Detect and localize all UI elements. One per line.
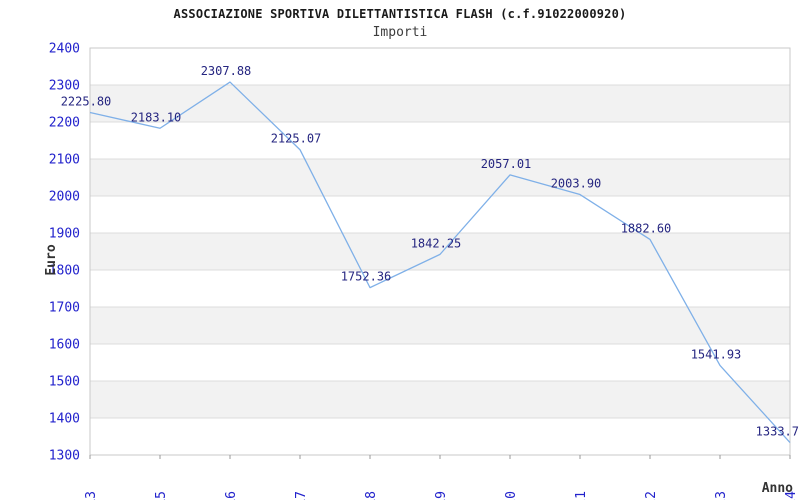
plot-band	[90, 418, 790, 455]
data-point-label: 1541.93	[691, 347, 742, 361]
y-axis-tick-label: 2400	[49, 42, 80, 57]
plot-band	[90, 122, 790, 159]
chart-subtitle: Importi	[372, 25, 428, 40]
y-axis-tick-label: 2300	[49, 79, 80, 94]
plot-band	[90, 85, 790, 122]
y-axis-tick-label: 2100	[49, 153, 80, 168]
plot-band	[90, 307, 790, 344]
x-axis-tick-label: 2016	[224, 491, 239, 500]
data-line	[89, 81, 791, 443]
data-point-label: 2057.01	[481, 157, 532, 171]
data-point-label: 2307.88	[201, 64, 252, 78]
data-point-label: 2125.07	[271, 132, 322, 146]
plot-band	[90, 159, 790, 196]
x-axis-title: Anno	[762, 481, 793, 496]
x-axis-tick-label: 2015	[154, 491, 169, 500]
y-axis-title: Euro	[44, 244, 59, 275]
plot-band	[90, 196, 790, 233]
x-axis-tick-label: 2017	[294, 491, 309, 500]
x-axis-tick-label: 2021	[574, 491, 589, 500]
y-axis-tick-label: 2200	[49, 116, 80, 131]
chart-title: ASSOCIAZIONE SPORTIVA DILETTANTISTICA FL…	[173, 7, 627, 21]
y-axis-tick-label: 1400	[49, 412, 80, 427]
y-axis-tick-label: 1800	[49, 264, 80, 279]
data-point-label: 2183.10	[131, 110, 182, 124]
plot-band	[90, 381, 790, 418]
y-axis-tick-label: 1500	[49, 375, 80, 390]
x-axis-tick-label: 2013	[84, 491, 99, 500]
plot-band	[90, 233, 790, 270]
data-point-label: 2225.80	[61, 94, 112, 108]
x-axis-tick-label: 2019	[434, 491, 449, 500]
plot-band	[90, 48, 790, 85]
plot-band	[90, 270, 790, 307]
y-axis-tick-label: 1600	[49, 338, 80, 353]
y-axis-tick-label: 1300	[49, 449, 80, 464]
x-axis-tick-label: 2023	[714, 491, 729, 500]
data-point-label: 1842.25	[411, 236, 462, 250]
data-point-label: 1333.7	[756, 425, 799, 439]
plot-band	[90, 344, 790, 381]
data-point-label: 1882.60	[621, 221, 672, 235]
y-axis-tick-label: 1900	[49, 227, 80, 242]
y-axis-tick-label: 1700	[49, 301, 80, 316]
y-axis-tick-label: 2000	[49, 190, 80, 205]
x-axis-tick-label: 2020	[504, 491, 519, 500]
data-point-label: 2003.90	[551, 177, 602, 191]
x-axis-tick-label: 2018	[364, 491, 379, 500]
x-axis-tick-label: 2022	[644, 491, 659, 500]
data-point-label: 1752.36	[341, 270, 392, 284]
